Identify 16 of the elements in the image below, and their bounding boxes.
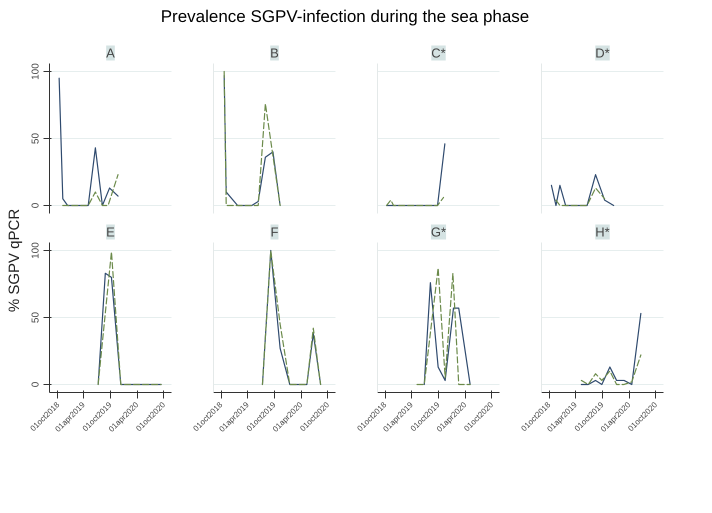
chart-subtitle: H*: [595, 224, 610, 240]
chart-subtitle: E: [106, 224, 116, 240]
y-tick-label: 0: [30, 381, 42, 388]
y-tick-label: 100: [30, 242, 42, 259]
y-tick-label: 50: [30, 132, 42, 144]
y-tick-label: 0: [30, 202, 42, 208]
text: Prevalence SGPV-infection during the sea phase: [160, 6, 530, 28]
chart-subtitle: G*: [430, 224, 446, 240]
chart-subtitle: C*: [431, 46, 446, 60]
y-axis-title: % SGPV qPCR: [6, 208, 23, 312]
y-tick-label: 50: [30, 312, 42, 324]
chart-subtitle: B: [270, 46, 279, 60]
y-tick-label: 100: [30, 62, 42, 80]
chart-subtitle: A: [106, 46, 116, 60]
chart-subtitle: F: [270, 224, 279, 240]
chart-subtitle: D*: [595, 46, 610, 60]
